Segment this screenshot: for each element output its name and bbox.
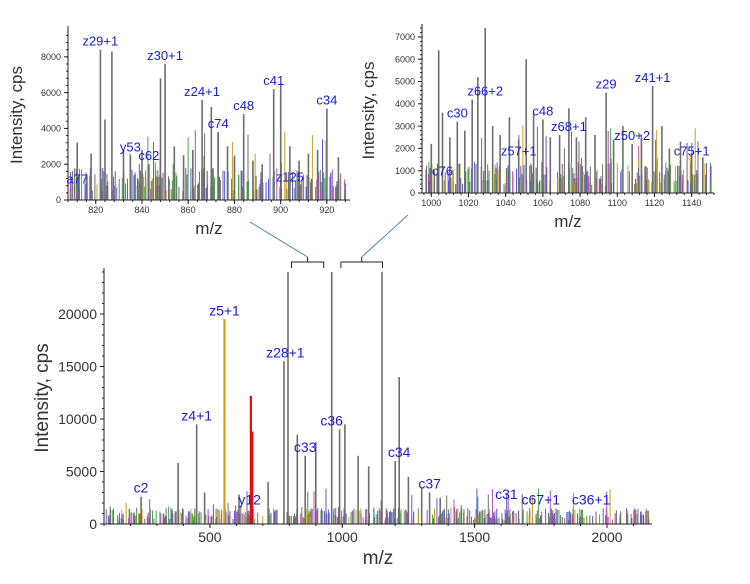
y-tick-label: 20000 — [58, 306, 97, 322]
fragment-annotation: c41 — [263, 73, 284, 88]
spectrum-noise — [105, 488, 650, 524]
x-tick-label: 920 — [319, 205, 334, 215]
y-tick-label: 15000 — [58, 358, 97, 374]
y-tick-label: 6000 — [395, 54, 415, 64]
x-tick-label: 1000 — [421, 198, 441, 208]
fragment-annotation: c30 — [447, 106, 468, 121]
x-axis-title: m/z — [195, 219, 222, 238]
fragment-annotation: c34 — [316, 93, 337, 108]
y-tick-label: 8000 — [41, 52, 61, 62]
fragment-annotation: z29+1 — [82, 34, 118, 49]
x-tick-label: 1020 — [458, 198, 478, 208]
fragment-annotation: c31 — [495, 486, 518, 502]
x-tick-label: 860 — [181, 205, 196, 215]
zoom-bracket — [290, 257, 325, 268]
y-tick-label: 7000 — [395, 32, 415, 42]
fragment-annotation: c34 — [388, 444, 411, 460]
y-tick-label: 2000 — [41, 159, 61, 169]
fragment-annotation: z57+1 — [501, 144, 537, 159]
x-tick-label: 1000 — [327, 529, 358, 545]
x-axis-title: m/z — [554, 212, 581, 231]
y-axis-title: Intensity, cps — [359, 62, 378, 160]
fragment-annotation: c37 — [418, 476, 441, 492]
fragment-annotation: z66+2 — [467, 83, 503, 98]
inset-right-chart: 1000 1020 1040 1060 1080 1100 1120 1140 0 1000 200… — [359, 24, 715, 231]
fragment-annotation: c48 — [532, 103, 553, 118]
zoom-pointer-line — [249, 221, 308, 258]
fragment-annotation: c62 — [138, 148, 159, 163]
fragment-annotation: c48 — [233, 98, 254, 113]
fragment-annotation: c2 — [134, 480, 149, 496]
fragment-annotation: c36+1 — [572, 491, 611, 507]
main-spectrum-chart: 500 1000 1500 200005000100001500020000m/zIn… — [32, 268, 652, 569]
x-tick-label: 1060 — [533, 198, 553, 208]
fragment-annotation: z41+1 — [635, 70, 671, 85]
x-tick-label: 840 — [134, 205, 149, 215]
fragment-annotation: c76 — [432, 164, 453, 179]
y-tick-label: 0 — [410, 188, 415, 198]
y-tick-label: 6000 — [41, 88, 61, 98]
fragment-annotation: z30+1 — [147, 48, 183, 63]
fragment-annotation: z50+2 — [614, 128, 650, 143]
zoom-pointer-line — [361, 214, 409, 258]
fragment-annotation: c67+1 — [522, 491, 561, 507]
x-axis-title: m/z — [363, 548, 394, 569]
fragment-annotation: y12 — [238, 491, 261, 507]
zoom-pointers — [249, 214, 409, 268]
fragment-annotation: c36 — [320, 413, 343, 429]
y-axis-title: Intensity, cps — [32, 343, 53, 452]
y-tick-label: 10000 — [58, 411, 97, 427]
x-tick-label: 880 — [227, 205, 242, 215]
y-tick-label: 2000 — [395, 144, 415, 154]
y-axis-title: Intensity, cps — [7, 66, 26, 164]
inset-left-chart: 820 840 860 880 900 920 0 2000 4000 6000 8000 m/z In… — [7, 26, 350, 238]
y-tick-label: 5000 — [66, 463, 97, 479]
x-tick-label: 1120 — [645, 198, 664, 208]
fragment-annotation: a77 — [66, 171, 88, 186]
x-tick-label: 1100 — [608, 198, 627, 208]
y-tick-label: 0 — [89, 516, 97, 532]
fragment-annotation: z29 — [596, 77, 617, 92]
y-tick-label: 3000 — [395, 121, 415, 131]
fragment-annotation: z125 — [276, 170, 304, 185]
x-tick-label: 1500 — [459, 529, 490, 545]
y-tick-label: 4000 — [41, 124, 61, 134]
fragment-annotation: c33 — [294, 439, 317, 455]
y-tick-label: 0 — [56, 195, 61, 205]
fragment-annotation: c74 — [208, 116, 229, 131]
fragment-annotation: z5+1 — [209, 302, 240, 318]
x-tick-label: 900 — [273, 205, 288, 215]
x-tick-label: 1140 — [682, 198, 701, 208]
fragment-annotation: z68+1 — [551, 119, 587, 134]
fragment-annotation: z28+1 — [266, 344, 305, 360]
y-tick-label: 4000 — [395, 99, 415, 109]
fragment-annotation: z24+1 — [184, 84, 220, 99]
x-tick-label: 2000 — [591, 529, 622, 545]
x-tick-label: 500 — [198, 529, 222, 545]
fragment-annotation: y53 — [120, 139, 141, 154]
y-tick-label: 1000 — [395, 166, 415, 176]
x-tick-label: 1040 — [496, 198, 516, 208]
y-tick-label: 5000 — [395, 77, 415, 87]
zoom-bracket — [340, 257, 383, 268]
fragment-annotation: c75+1 — [674, 144, 710, 159]
fragment-annotation: z4+1 — [181, 407, 212, 423]
x-tick-label: 820 — [88, 205, 103, 215]
x-tick-label: 1080 — [570, 198, 590, 208]
